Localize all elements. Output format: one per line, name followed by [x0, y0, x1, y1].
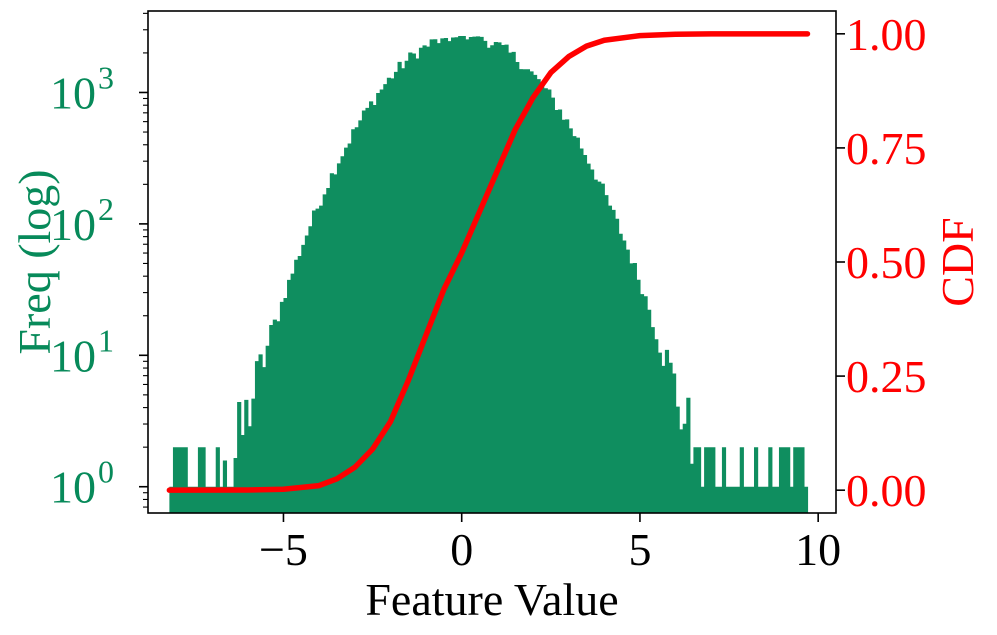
right-y-tick-label: 0.25 — [846, 351, 927, 402]
left-y-axis-label: Freq (log) — [9, 169, 60, 354]
left-y-tick-exponent: 0 — [98, 454, 114, 490]
left-y-tick-label: 10 — [50, 330, 96, 381]
cdf-line-layer — [166, 31, 811, 493]
x-tick-label: −5 — [259, 524, 308, 575]
cdf-line — [166, 31, 811, 493]
right-y-tick-label: 0.50 — [846, 237, 927, 288]
left-y-tick-label: 10 — [50, 67, 96, 118]
right-y-tick-label: 0.75 — [846, 123, 927, 174]
x-tick-label: 10 — [795, 524, 841, 575]
histogram-bars — [169, 36, 809, 514]
right-y-tick-label: 0.00 — [846, 465, 927, 516]
left-y-tick-exponent: 1 — [98, 322, 114, 358]
right-y-tick-label: 1.00 — [846, 9, 927, 60]
left-y-tick-exponent: 3 — [98, 59, 114, 95]
x-tick-label: 5 — [628, 524, 651, 575]
x-tick-label: 0 — [450, 524, 473, 575]
right-y-axis: 0.00 0.25 0.50 0.75 1.00 — [836, 9, 927, 516]
x-axis: −5 0 5 10 — [259, 513, 841, 575]
x-axis-label: Feature Value — [365, 574, 618, 625]
right-y-axis-label: CDF — [932, 217, 983, 306]
left-y-tick-label: 10 — [50, 462, 96, 513]
histogram-bar-path — [169, 36, 809, 514]
left-y-tick-exponent: 2 — [98, 191, 114, 227]
left-y-tick-label: 10 — [50, 199, 96, 250]
